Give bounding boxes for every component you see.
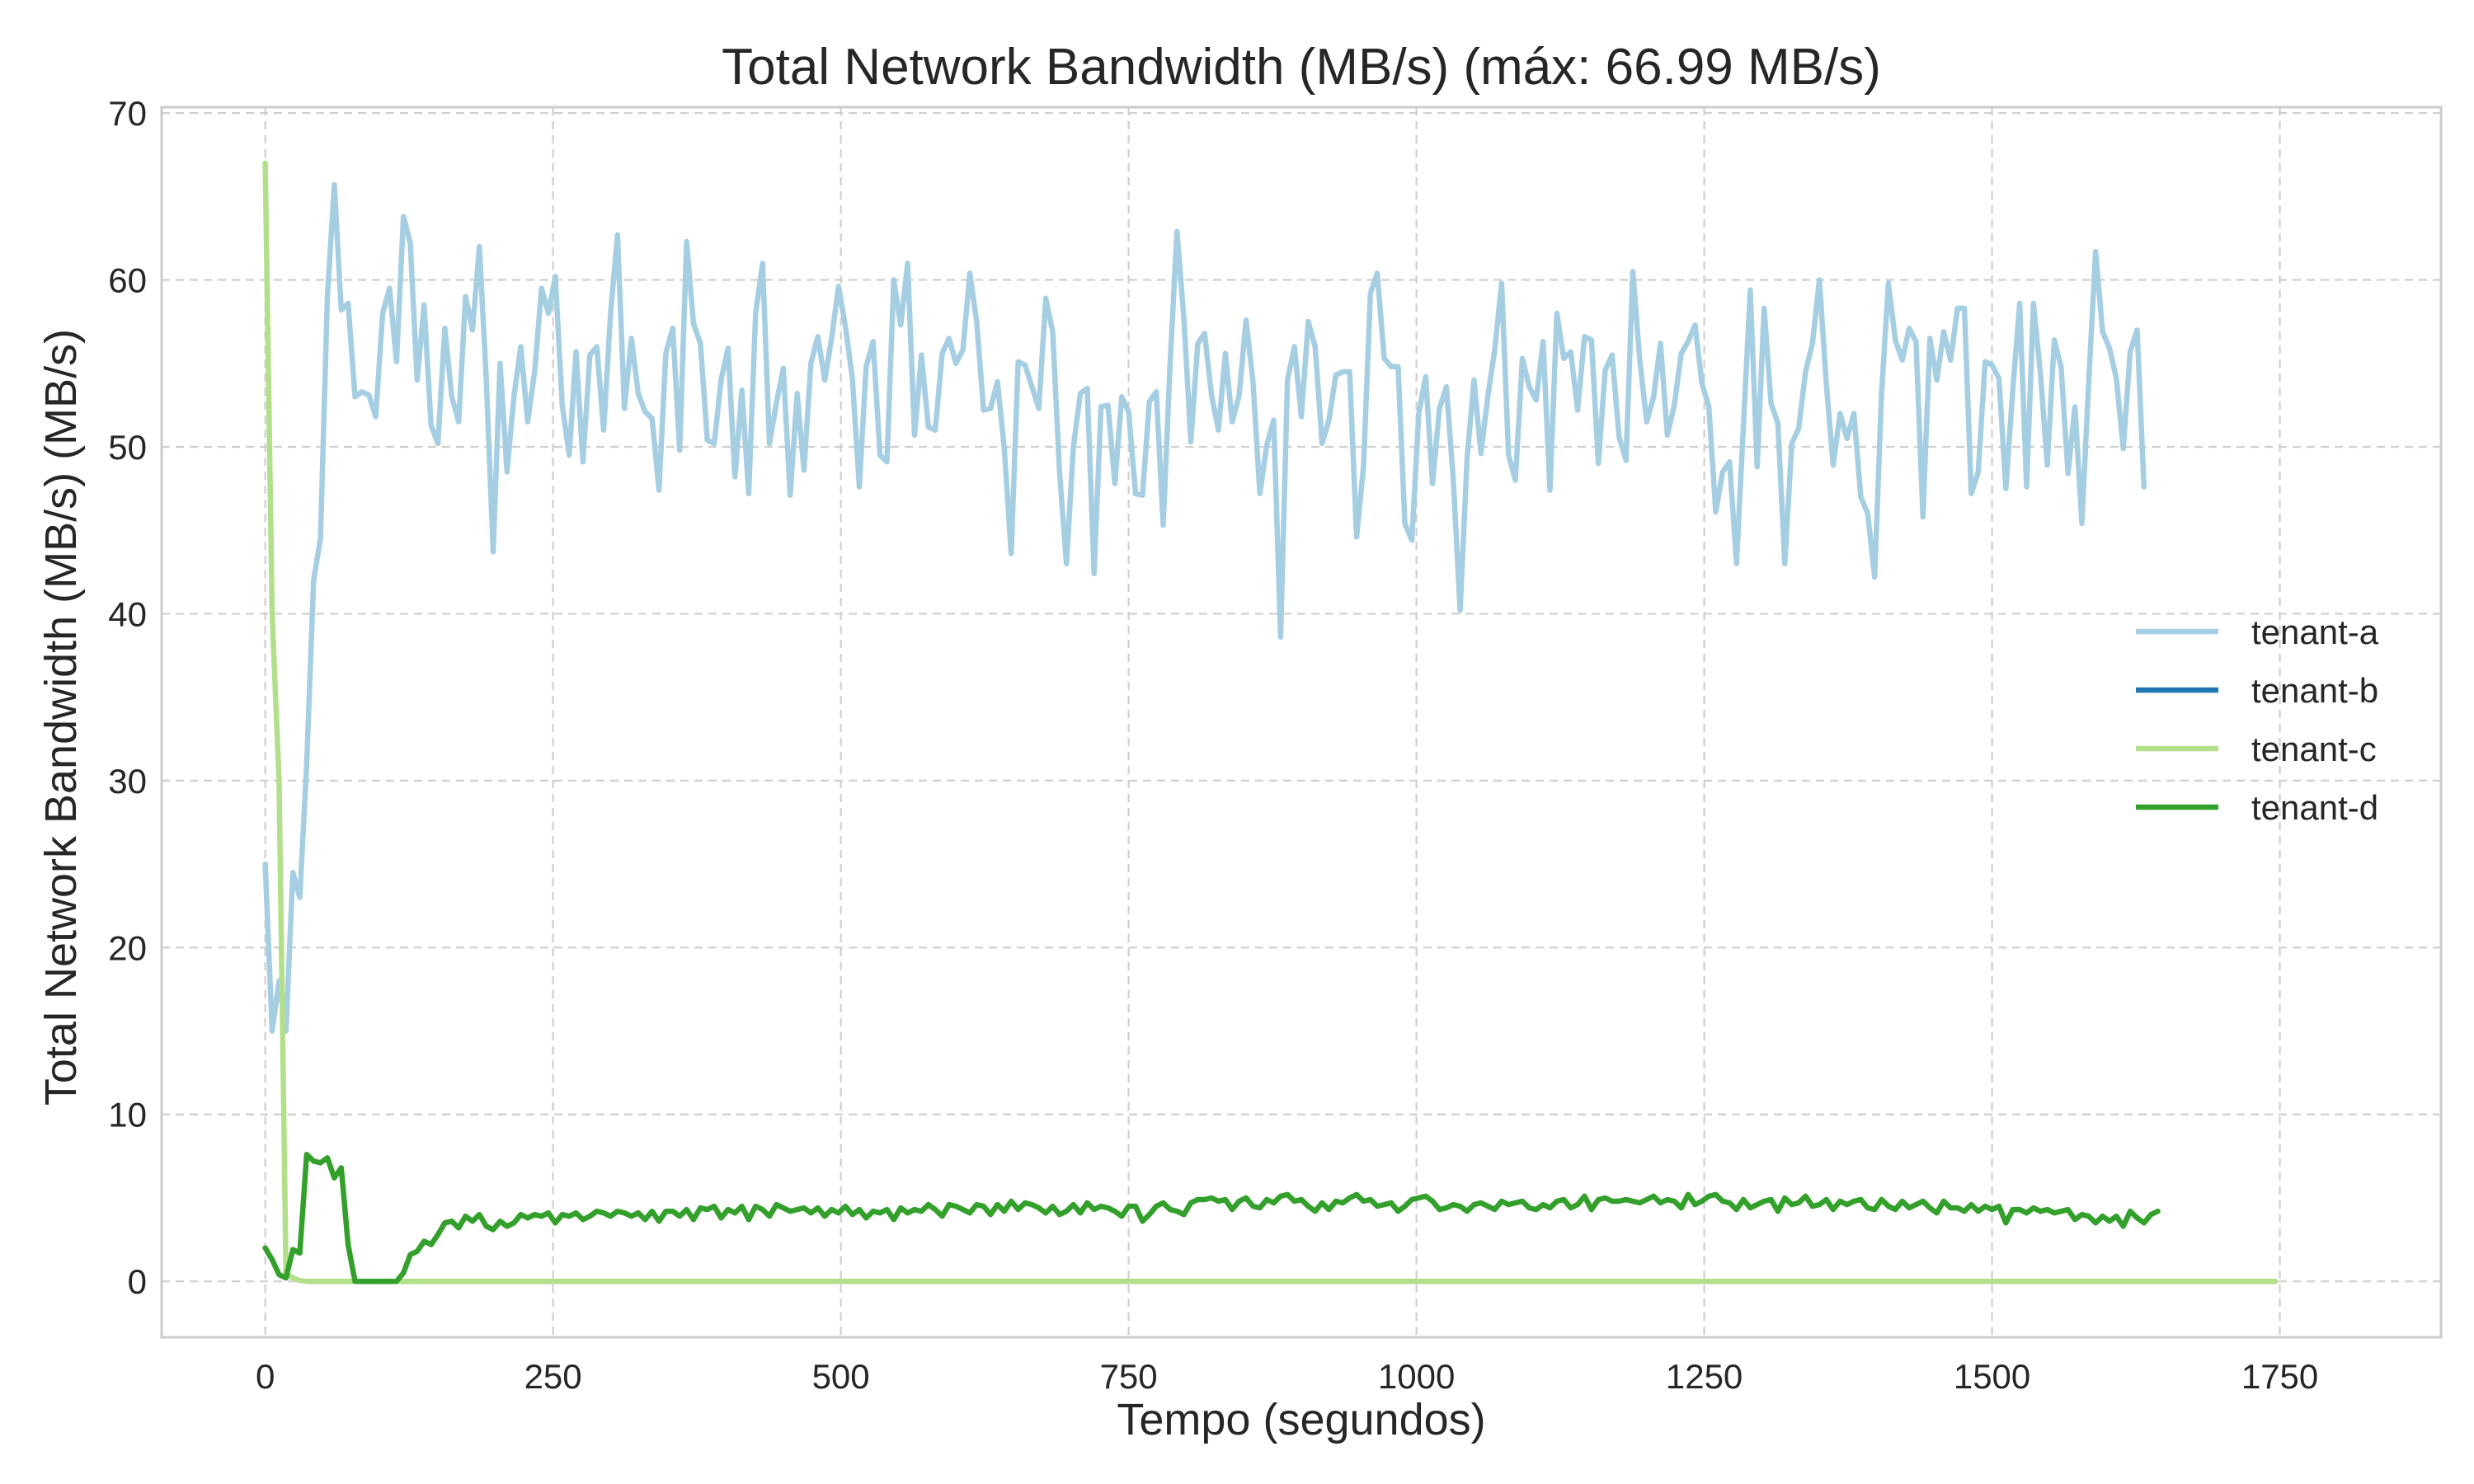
series-lines xyxy=(262,160,2279,1284)
y-tick-label: 60 xyxy=(108,261,147,300)
plot-frame xyxy=(160,106,2443,1339)
x-tick-label: 1500 xyxy=(1954,1357,2030,1396)
legend: tenant-a tenant-b tenant-c tenant-d xyxy=(2136,613,2379,827)
x-tick-label: 750 xyxy=(1100,1357,1158,1396)
y-tick-label: 50 xyxy=(108,428,147,467)
y-axis-label: Total Network Bandwidth (MB/s) (MB/s) xyxy=(36,329,86,1106)
x-tick-label: 500 xyxy=(812,1357,870,1396)
series-line-tenant-c xyxy=(262,160,2279,1284)
series-line-tenant-d xyxy=(262,1152,2161,1284)
grid xyxy=(162,107,2441,1337)
x-tick-label: 1000 xyxy=(1378,1357,1455,1396)
x-tick-label: 1250 xyxy=(1666,1357,1743,1396)
legend-label-tenant-d: tenant-d xyxy=(2251,788,2378,827)
x-tick-label: 1750 xyxy=(2241,1357,2318,1396)
chart-title: Total Network Bandwidth (MB/s) (máx: 66.… xyxy=(722,39,1881,96)
legend-label-tenant-a: tenant-a xyxy=(2251,613,2379,651)
tick-labels: 0 250 500 750 1000 1250 1500 1750 0 10 20 30 40 50 60 7… xyxy=(108,94,2318,1396)
y-tick-label: 40 xyxy=(108,594,147,633)
legend-label-tenant-c: tenant-c xyxy=(2251,730,2377,768)
y-tick-label: 30 xyxy=(108,762,147,801)
x-tick-label: 250 xyxy=(524,1357,582,1396)
series-line-tenant-a xyxy=(262,181,2147,1034)
x-axis-label: Tempo (segundos) xyxy=(1117,1395,1485,1444)
y-tick-label: 0 xyxy=(128,1262,147,1301)
y-tick-label: 20 xyxy=(108,928,147,967)
y-tick-label: 70 xyxy=(108,94,147,133)
y-tick-label: 10 xyxy=(108,1096,147,1134)
legend-label-tenant-b: tenant-b xyxy=(2251,671,2378,710)
x-tick-label: 0 xyxy=(256,1357,275,1396)
